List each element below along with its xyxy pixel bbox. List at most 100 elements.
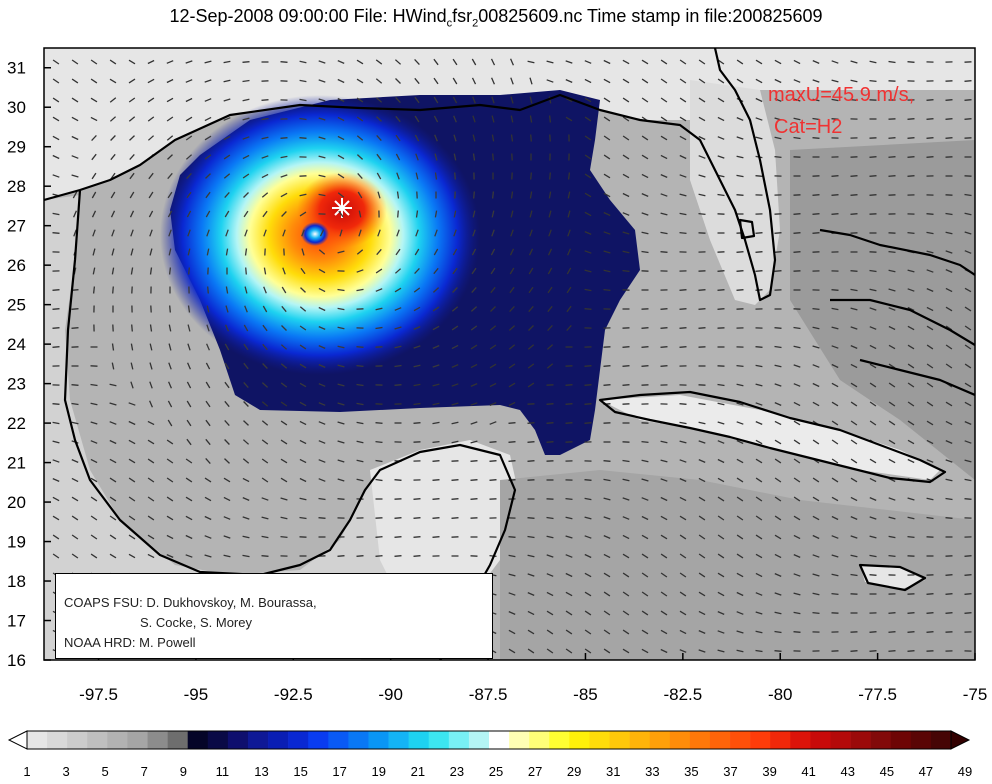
wind-arrow — [584, 629, 592, 635]
wind-arrow — [166, 515, 174, 521]
wind-arrow — [603, 497, 611, 501]
wind-arrow — [679, 116, 687, 122]
wind-arrow — [147, 78, 155, 84]
colorbar-label: 1 — [23, 764, 30, 779]
wind-arrow — [850, 573, 858, 577]
wind-arrow — [622, 173, 630, 179]
wind-arrow — [660, 648, 668, 654]
wind-arrow — [755, 270, 763, 272]
wind-arrow — [831, 592, 839, 596]
wind-arrow — [567, 172, 571, 180]
colorbar-swatch — [448, 731, 470, 749]
wind-arrow — [166, 97, 174, 103]
wind-arrow — [92, 267, 96, 275]
wind-arrow — [527, 344, 535, 350]
wind-arrow — [451, 364, 459, 368]
colorbar-label: 33 — [645, 764, 659, 779]
wind-arrow — [109, 515, 117, 521]
wind-arrow — [660, 78, 668, 84]
wind-arrow — [281, 305, 287, 313]
x-tick-label: -80 — [768, 685, 793, 704]
wind-arrow — [529, 77, 533, 85]
wind-arrow — [812, 592, 820, 596]
wind-arrow — [641, 231, 649, 235]
wind-arrow — [774, 611, 782, 615]
wind-arrow — [698, 496, 706, 502]
wind-arrow — [415, 210, 419, 218]
wind-arrow — [223, 98, 231, 102]
colorbar-swatch — [67, 731, 88, 749]
wind-arrow — [470, 363, 478, 369]
colorbar-label: 17 — [332, 764, 346, 779]
wind-arrow — [280, 401, 288, 407]
wind-arrow — [337, 478, 345, 482]
wind-arrow — [888, 363, 896, 369]
wind-arrow — [641, 193, 649, 197]
wind-arrow — [223, 173, 231, 179]
wind-arrow — [926, 631, 934, 633]
wind-arrow — [508, 382, 516, 388]
wind-arrow — [224, 400, 230, 408]
colorbar-swatch — [87, 731, 108, 749]
wind-arrow — [945, 459, 953, 463]
wind-arrow — [717, 59, 725, 65]
wind-arrow — [660, 193, 668, 197]
wind-arrow — [166, 458, 174, 464]
wind-arrow — [356, 116, 364, 122]
wind-arrow — [736, 611, 744, 615]
wind-arrow — [755, 117, 763, 121]
wind-arrow — [869, 156, 877, 158]
wind-arrow — [318, 306, 326, 312]
wind-arrow — [109, 421, 117, 425]
wind-arrow — [280, 458, 288, 464]
wind-arrow — [243, 343, 249, 351]
y-tick-label: 30 — [7, 98, 26, 117]
wind-arrow — [167, 210, 173, 218]
wind-arrow — [375, 536, 383, 538]
wind-arrow — [243, 381, 249, 389]
wind-arrow — [205, 400, 211, 408]
wind-arrow — [299, 497, 307, 501]
wind-arrow — [128, 97, 136, 103]
wind-arrow — [471, 248, 477, 256]
wind-arrow — [622, 629, 630, 635]
wind-arrow — [413, 326, 421, 330]
wind-arrow — [111, 248, 115, 256]
wind-arrow — [109, 553, 117, 559]
wind-arrow — [508, 629, 516, 635]
wind-arrow — [603, 173, 611, 179]
wind-arrow — [470, 325, 478, 331]
wind-arrow — [793, 631, 801, 633]
wind-arrow — [622, 116, 630, 122]
wind-arrow — [679, 59, 687, 65]
wind-arrow — [433, 115, 439, 123]
wind-arrow — [204, 477, 212, 483]
map-title: 12-Sep-2008 09:00:00 File: HWindcfsr2008… — [169, 6, 823, 30]
wind-arrow — [641, 534, 649, 540]
wind-arrow — [679, 496, 687, 502]
wind-arrow — [490, 267, 496, 275]
wind-arrow — [641, 572, 649, 578]
wind-arrow — [679, 572, 687, 578]
wind-arrow — [736, 534, 744, 540]
wind-arrow — [356, 59, 364, 65]
wind-arrow — [205, 362, 211, 370]
wind-arrow — [698, 174, 706, 178]
wind-arrow — [472, 229, 476, 237]
wind-arrow — [660, 365, 668, 367]
wind-arrow — [225, 229, 229, 237]
wind-arrow — [91, 191, 97, 199]
wind-arrow — [376, 134, 382, 142]
wind-arrow — [964, 612, 972, 614]
wind-arrow — [679, 649, 687, 653]
wind-arrow — [698, 402, 706, 406]
wind-arrow — [280, 192, 288, 198]
colorbar-label: 25 — [489, 764, 503, 779]
wind-arrow — [546, 629, 554, 635]
wind-arrow — [490, 58, 496, 66]
wind-arrow — [565, 535, 573, 539]
colorbar-label: 45 — [880, 764, 894, 779]
wind-arrow — [281, 325, 287, 331]
wind-arrow — [397, 210, 399, 218]
wind-arrow — [147, 477, 155, 483]
